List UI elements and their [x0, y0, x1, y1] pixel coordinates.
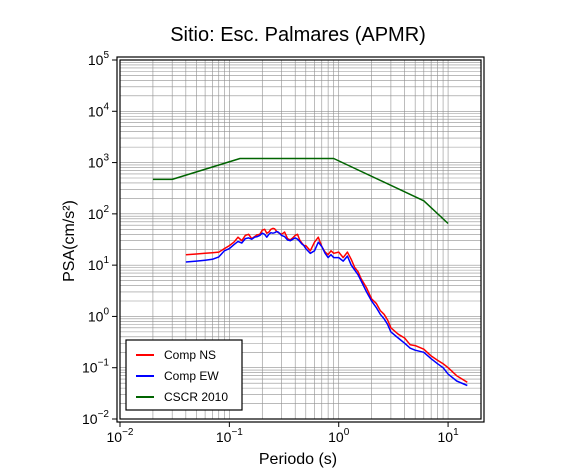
plot-frame [119, 59, 482, 420]
series-lines [152, 157, 468, 387]
axes [112, 56, 485, 427]
legend: Comp NS Comp EW CSCR 2010 [125, 339, 243, 411]
x-tick-label: 10−2 [107, 427, 134, 445]
y-tick-label: 102 [88, 204, 110, 222]
legend-label: Comp NS [164, 348, 216, 362]
y-tick-label: 104 [88, 101, 110, 119]
legend-label: Comp EW [164, 369, 219, 383]
x-axis-label: Periodo (s) [259, 451, 337, 468]
y-tick-label: 10−2 [82, 409, 109, 427]
y-tick-label: 101 [88, 255, 110, 273]
y-tick-label: 100 [88, 306, 110, 324]
series-line-comp-ew [185, 230, 468, 387]
y-tick-label: 103 [88, 153, 110, 171]
tick-labels: 10−2 10−1 100 101 10−2 10−1 100 101 102 103 104 105 [82, 50, 459, 445]
legend-box [125, 339, 243, 411]
y-tick-label: 10−1 [82, 358, 109, 376]
y-tick-label: 105 [88, 50, 110, 68]
plot-frame-outer [116, 56, 485, 423]
grid [119, 59, 482, 420]
x-tick-label: 10−1 [216, 427, 243, 445]
y-axis-label: PSA(cm/s²) [61, 200, 78, 282]
series-line-cscr-2010 [152, 157, 449, 225]
chart-title: Sitio: Esc. Palmares (APMR) [170, 24, 426, 46]
legend-label: CSCR 2010 [164, 390, 228, 404]
x-tick-label: 100 [328, 427, 350, 445]
x-tick-label: 101 [438, 427, 460, 445]
